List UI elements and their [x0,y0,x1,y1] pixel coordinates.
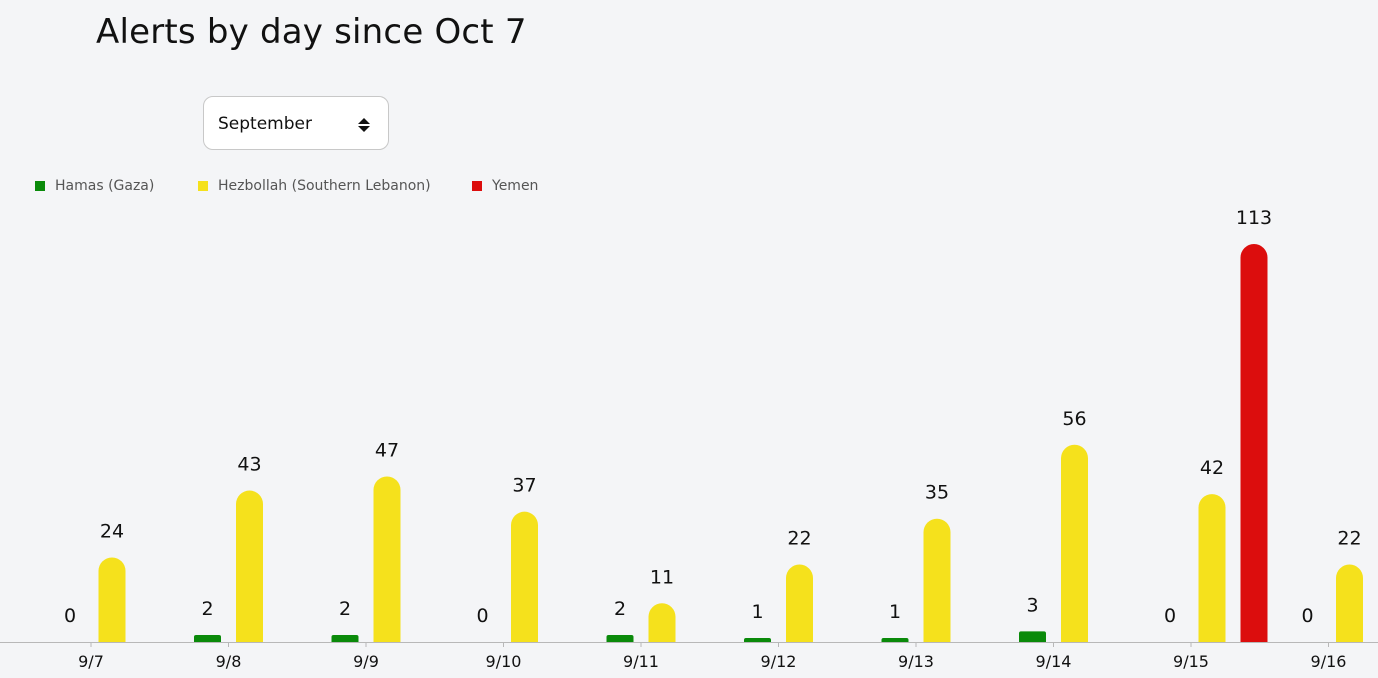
legend-item-hamas[interactable]: Hamas (Gaza) [35,178,154,194]
data-label: 2 [201,598,213,620]
bar-hamas-9-14[interactable] [1019,631,1046,642]
bar-hezbollah-9-16[interactable] [1336,564,1363,642]
data-label: 24 [100,520,124,542]
data-label: 35 [925,482,949,504]
bar-hezbollah-9-7[interactable] [98,557,126,642]
bar-hezbollah-9-14[interactable] [1061,444,1088,642]
sort-arrows-icon [358,118,370,132]
data-label: 42 [1200,457,1224,479]
x-tick-label: 9/16 [1311,652,1347,671]
bar-hezbollah-9-10[interactable] [511,511,538,642]
legend-swatch-hamas [35,181,45,191]
data-label: 47 [375,439,399,461]
data-label: 11 [650,566,674,588]
bar-hamas-9-12[interactable] [744,638,771,642]
data-label: 37 [512,475,536,497]
legend-item-yemen[interactable]: Yemen [472,178,538,194]
bar-hezbollah-9-8[interactable] [236,490,263,642]
bar-hezbollah-9-9[interactable] [373,476,401,642]
legend-label-yemen: Yemen [492,178,539,194]
x-tick-label: 9/9 [353,652,379,671]
x-tick-label: 9/10 [486,652,522,671]
data-label: 0 [1164,605,1176,627]
data-label: 22 [787,528,811,550]
bar-hezbollah-9-11[interactable] [648,603,676,642]
bar-hamas-9-13[interactable] [881,638,909,642]
month-select-value: September [218,114,312,134]
month-select[interactable]: September [203,96,389,150]
bar-yemen-9-15[interactable] [1240,244,1268,642]
data-label: 2 [339,598,351,620]
x-tick-label: 9/12 [761,652,797,671]
x-tick-label: 9/11 [623,652,659,671]
legend-swatch-yemen [472,181,482,191]
data-label: 22 [1337,528,1361,550]
x-tick-label: 9/15 [1173,652,1209,671]
bar-hezbollah-9-13[interactable] [923,518,951,642]
data-label: 3 [1026,594,1038,616]
page-title: Alerts by day since Oct 7 [96,12,527,52]
x-tick-label: 9/8 [216,652,242,671]
data-label: 113 [1236,207,1272,229]
x-tick-label: 9/14 [1036,652,1072,671]
bar-hamas-9-8[interactable] [194,634,221,642]
data-label: 1 [751,601,763,623]
bar-hezbollah-9-12[interactable] [786,564,813,642]
legend-label-hamas: Hamas (Gaza) [55,178,155,194]
x-tick-label: 9/13 [898,652,934,671]
data-label: 0 [64,605,76,627]
chart-legend: Hamas (Gaza) Hezbollah (Southern Lebanon… [0,178,1378,198]
legend-label-hezbollah: Hezbollah (Southern Lebanon) [218,178,431,194]
x-tick-label: 9/7 [78,652,104,671]
data-label: 56 [1062,408,1086,430]
legend-item-hezbollah[interactable]: Hezbollah (Southern Lebanon) [198,178,431,194]
bar-hamas-9-11[interactable] [606,634,634,642]
data-label: 0 [1301,605,1313,627]
data-label: 0 [476,605,488,627]
bar-hamas-9-9[interactable] [331,634,359,642]
data-label: 43 [237,454,261,476]
legend-swatch-hezbollah [198,181,208,191]
data-label: 1 [889,601,901,623]
bar-hezbollah-9-15[interactable] [1198,494,1226,642]
data-label: 2 [614,598,626,620]
